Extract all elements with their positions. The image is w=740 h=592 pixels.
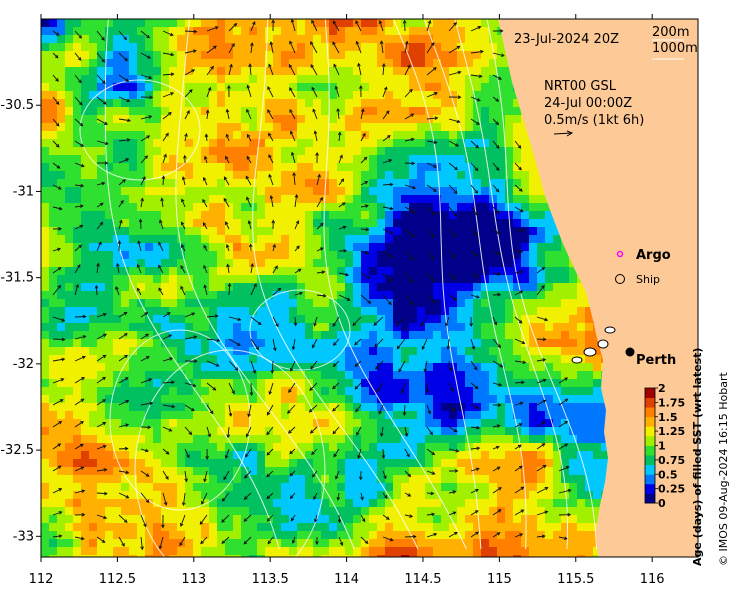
current-source-label: NRT00 GSL [544,79,617,94]
perth-label: Perth [636,353,676,368]
current-scale-arrow [553,130,574,137]
colorbar-swatch [645,416,655,427]
colorbar-tick-label: 1.5 [658,411,678,424]
colorbar-swatch [645,493,655,504]
colorbar-swatch [645,483,655,494]
colorbar-tick-label: 0.75 [658,454,685,467]
colorbar: 21.75 1.51.25 10.750.5 0.250 [644,382,685,510]
x-tick-label: 112.5 [99,572,136,587]
y-axis: -30.5 -31 -31.5 -32 -32.5 -33 [0,98,41,544]
y-tick-label: -32.5 [0,443,34,458]
ship-legend-label: Ship [636,273,660,286]
colorbar-tick-label: 1.75 [658,396,685,409]
bathymetry-contours [79,19,598,557]
x-tick-label: 116 [640,572,665,587]
x-tick-label: 115 [487,572,512,587]
colorbar-tick-label: 0 [658,497,666,510]
x-tick-label: 112 [29,572,54,587]
contour-legend-1000m: 1000m [652,41,698,56]
argo-legend-marker [616,250,624,258]
colorbar-tick-label: 1 [658,440,666,453]
colorbar-swatch [645,407,655,418]
colorbar-swatch [645,464,655,475]
y-tick-label: -31 [13,184,34,199]
x-tick-label: 115.5 [557,572,594,587]
colorbar-tick-label: 0.5 [658,468,678,481]
map-date-label: 23-Jul-2024 20Z [514,32,619,47]
current-time-label: 24-Jul 00:00Z [544,96,632,111]
contour-legend-200m: 200m [652,25,689,40]
x-tick-label: 113.5 [252,572,289,587]
colorbar-tick-label: 2 [658,382,666,395]
y-tick-label: -32 [13,357,34,372]
plot-frame [40,18,699,558]
current-scale-label: 0.5m/s (1kt 6h) [544,113,644,128]
colorbar-swatch [645,426,655,437]
credit-text: © IMOS 09-Aug-2024 16:15 Hobart [717,372,730,566]
colorbar-swatch [645,397,655,408]
colorbar-swatch [645,435,655,446]
colorbar-title: Age (days) of filled SST (wrt latest) [691,348,704,566]
plot-area: Perth Argo Ship 23-Jul-2024 20Z 200m 100… [41,19,698,557]
colorbar-swatch [645,474,655,485]
x-tick-label: 114 [334,572,359,587]
x-axis: 112 112.5 113 113.5 114 114.5 115 115.5 116 [29,14,665,587]
current-vectors [52,19,572,551]
colorbar-swatch [645,388,655,398]
colorbar-swatch [645,445,655,456]
colorbar-tick-label: 1.25 [658,425,685,438]
coastal-islands [571,326,616,364]
y-tick-label: -30.5 [0,98,34,113]
ship-legend-marker [615,274,625,284]
y-tick-label: -33 [13,529,34,544]
colorbar-swatch [645,455,655,466]
x-tick-label: 113 [181,572,206,587]
x-tick-label: 114.5 [404,572,441,587]
colorbar-tick-label: 0.25 [658,483,685,496]
perth-marker [625,347,635,357]
argo-legend-label: Argo [636,248,671,263]
y-tick-label: -31.5 [0,271,34,286]
